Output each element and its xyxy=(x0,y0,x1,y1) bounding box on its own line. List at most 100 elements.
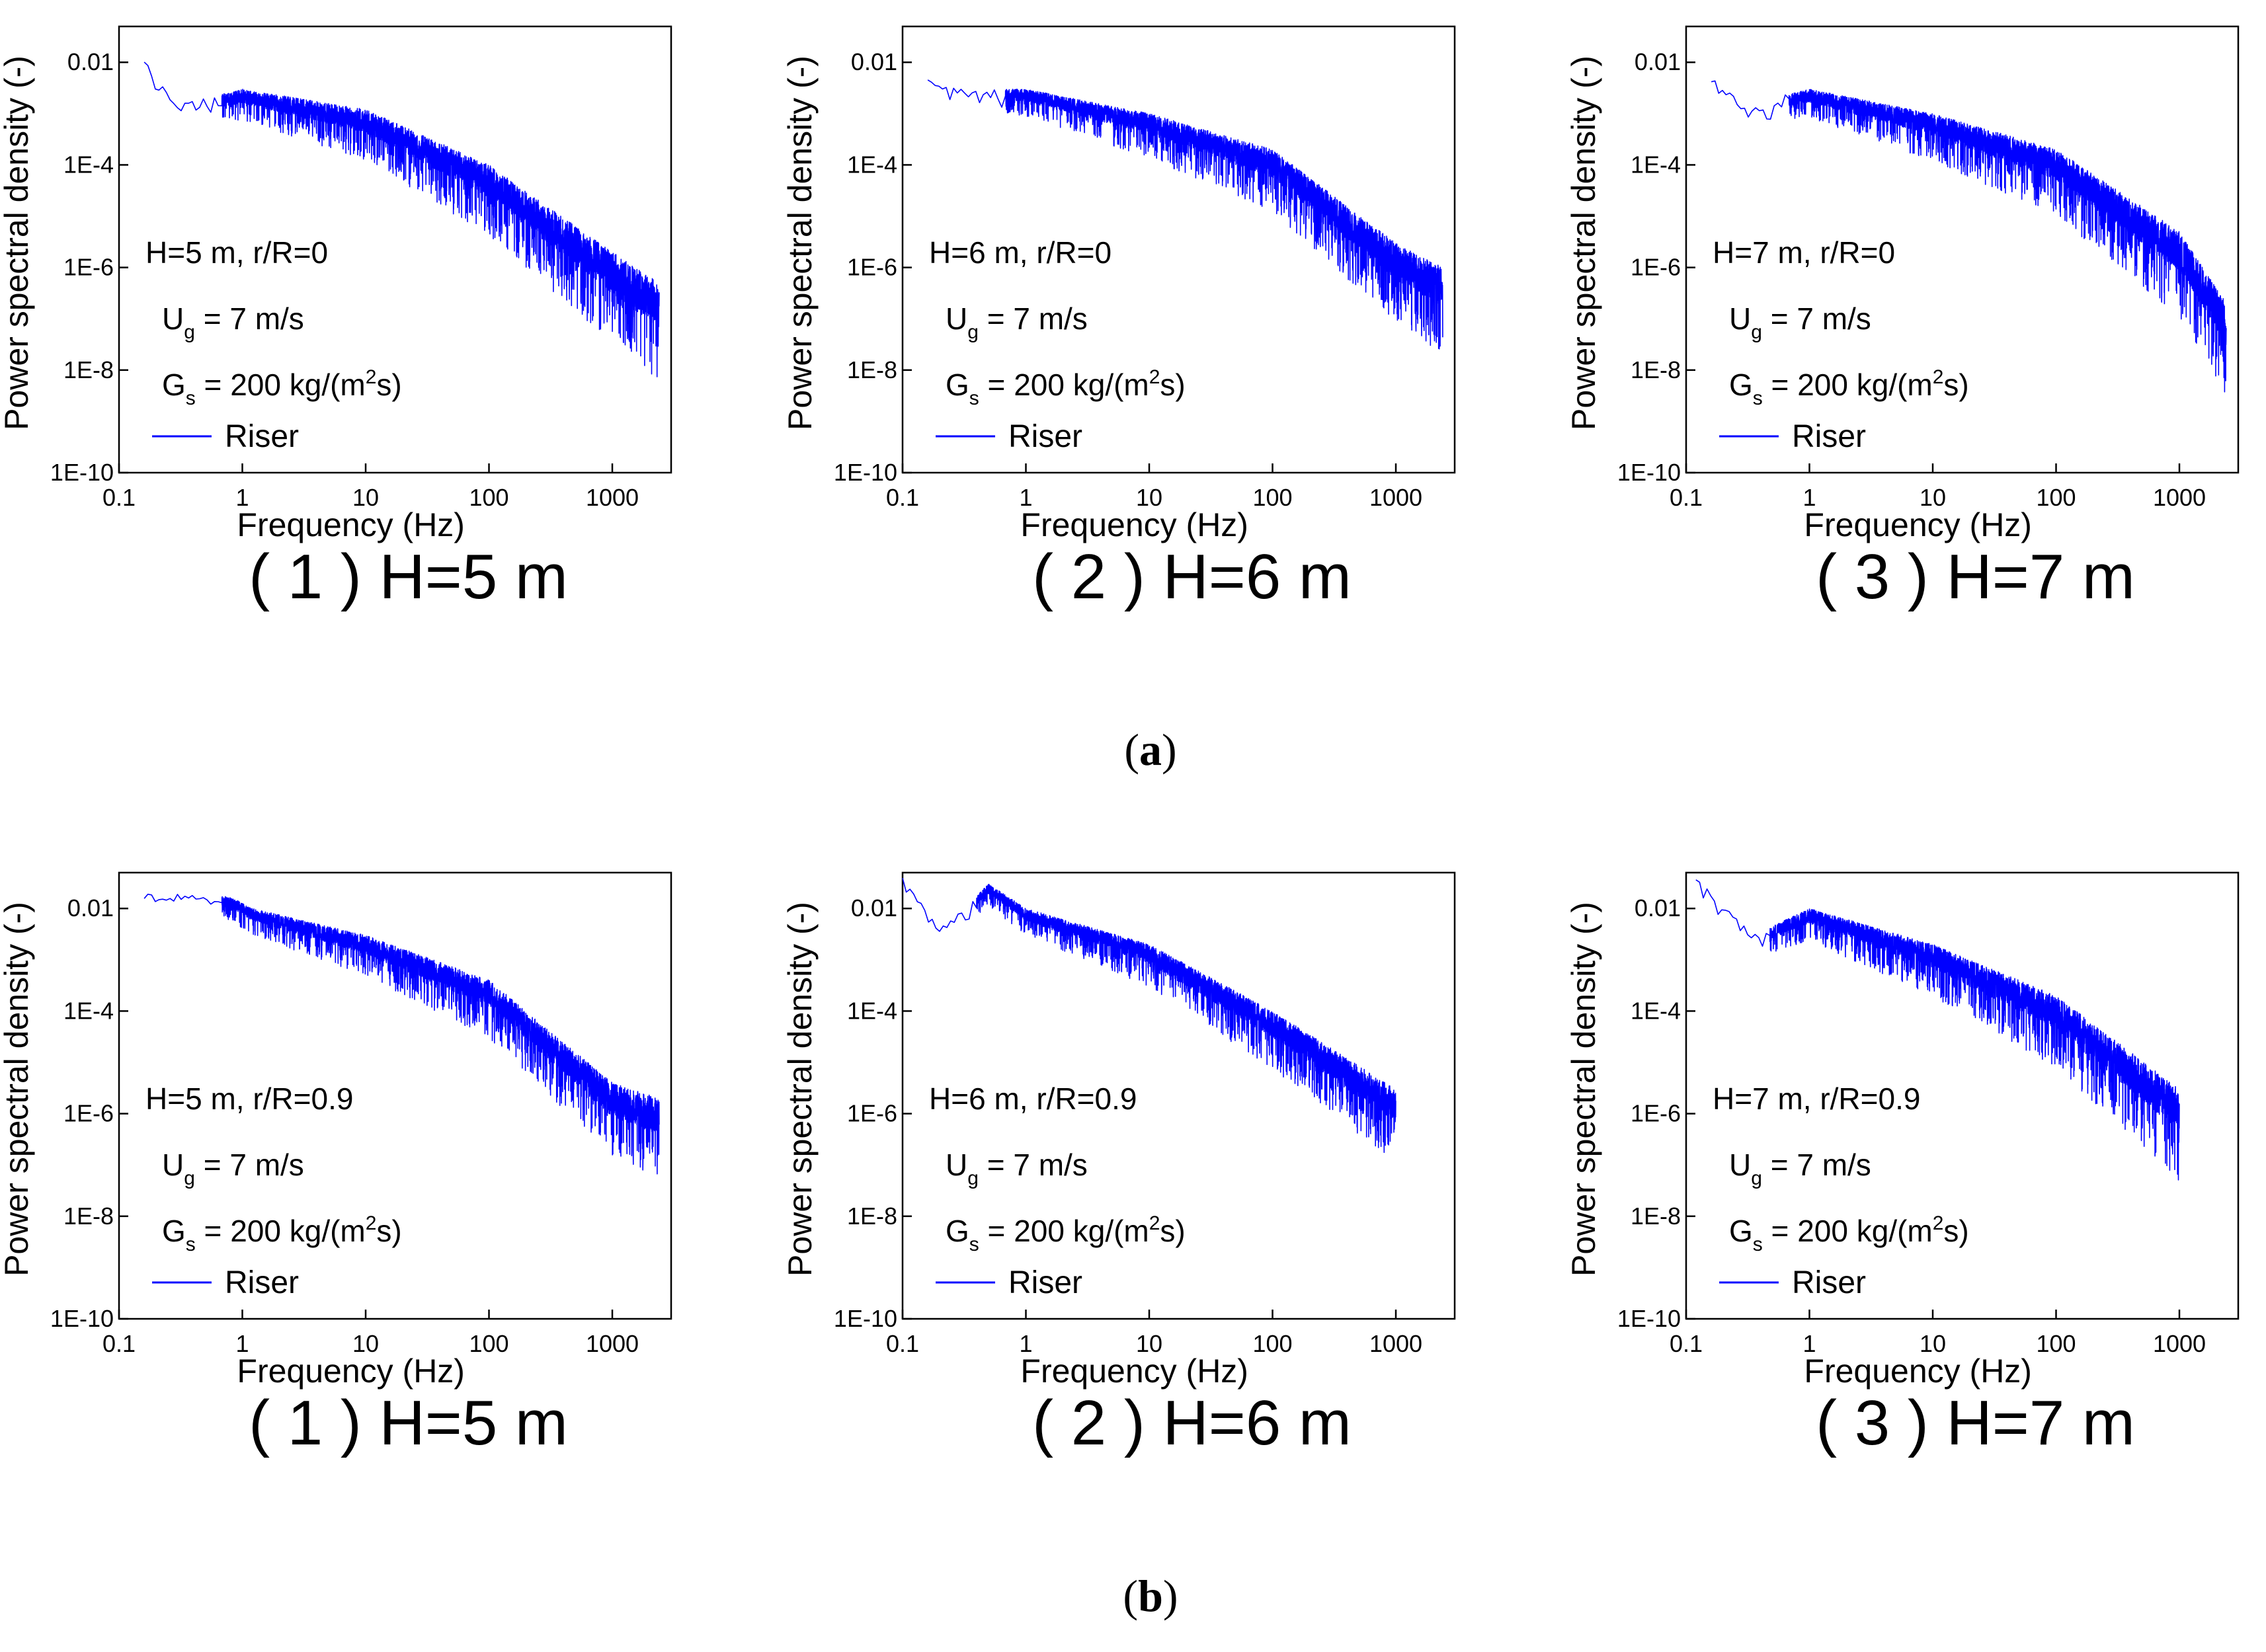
panel-caption: ( 1 ) H=5 m xyxy=(249,541,568,612)
x-tick-label: 1 xyxy=(235,484,249,511)
y-tick-label: 1E-10 xyxy=(834,1305,897,1332)
legend-label-riser: Riser xyxy=(1008,419,1082,454)
symbol-u: U xyxy=(162,1148,184,1182)
chart-a-2: 0.1 1 10 100 1000 1E-10 1E-8 1E-6 1E-4 0.01 Freque… xyxy=(782,25,1456,612)
solids-flux-unit-end: s) xyxy=(1943,368,1968,402)
y-tick-label: 1E-10 xyxy=(50,459,114,486)
y-tick-label: 1E-8 xyxy=(847,356,897,383)
symbol-u: U xyxy=(1729,301,1751,336)
panel-caption: ( 3 ) H=7 m xyxy=(1816,541,2135,612)
symbol-g: G xyxy=(162,368,186,402)
symbol-g: G xyxy=(946,1214,969,1248)
x-tick-label: 100 xyxy=(2036,484,2076,511)
subscript-g: g xyxy=(967,321,979,343)
y-tick-label: 1E-6 xyxy=(63,254,114,281)
symbol-g: G xyxy=(946,368,969,402)
y-tick-label: 0.01 xyxy=(67,894,114,922)
x-tick-label: 100 xyxy=(2036,1330,2076,1357)
subscript-s: s xyxy=(1753,1234,1763,1255)
solids-flux-value: = 200 kg/(m xyxy=(979,368,1149,402)
annotation-condition: H=5 m, r/R=0.9 xyxy=(145,1082,353,1116)
y-tick-label: 1E-10 xyxy=(50,1305,114,1332)
y-tick-label: 1E-8 xyxy=(847,1202,897,1230)
x-tick-label: 100 xyxy=(469,1330,508,1357)
superscript-2: 2 xyxy=(366,366,377,388)
y-tick-label: 1E-4 xyxy=(847,997,897,1024)
x-tick-label: 1000 xyxy=(2153,484,2206,511)
series-line-riser xyxy=(927,79,1443,350)
solids-flux-unit-end: s) xyxy=(376,368,401,402)
y-tick-label: 1E-8 xyxy=(63,1202,114,1230)
subscript-g: g xyxy=(1751,321,1762,343)
legend-label-riser: Riser xyxy=(225,419,299,454)
legend-label-riser: Riser xyxy=(1792,419,1866,454)
x-tick-label: 100 xyxy=(469,484,508,511)
chart-a-1: 0.1 1 10 100 1000 1E-10 1E-8 1E-6 1E-4 0.01 Freque… xyxy=(0,25,672,612)
subscript-s: s xyxy=(969,387,979,409)
subscript-s: s xyxy=(186,1234,196,1255)
annotation-condition: H=7 m, r/R=0.9 xyxy=(1713,1082,1920,1116)
subscript-g: g xyxy=(1751,1167,1762,1189)
solids-flux-unit-end: s) xyxy=(1160,1214,1185,1248)
subscript-g: g xyxy=(184,1167,195,1189)
subscript-s: s xyxy=(969,1234,979,1255)
annotation-condition: H=6 m, r/R=0.9 xyxy=(929,1082,1137,1116)
symbol-g: G xyxy=(162,1214,186,1248)
series-line-riser xyxy=(902,877,1396,1154)
x-tick-label: 0.1 xyxy=(102,484,136,511)
y-tick-label: 1E-6 xyxy=(63,1100,114,1127)
subscript-g: g xyxy=(184,321,195,343)
x-axis-label: Frequency (Hz) xyxy=(1804,1353,2032,1390)
solids-flux-value: = 200 kg/(m xyxy=(1763,1214,1933,1248)
panel-caption: ( 1 ) H=5 m xyxy=(249,1388,568,1458)
annotation-condition: H=7 m, r/R=0 xyxy=(1713,235,1895,270)
y-tick-label: 0.01 xyxy=(851,894,897,922)
x-tick-label: 1000 xyxy=(586,484,639,511)
symbol-u: U xyxy=(946,301,967,336)
y-tick-label: 0.01 xyxy=(1635,48,1681,75)
solids-flux-unit-end: s) xyxy=(1160,368,1185,402)
gas-velocity-value: = 7 m/s xyxy=(979,301,1088,336)
y-tick-label: 1E-6 xyxy=(1631,254,1681,281)
row-label-b: (b) xyxy=(1123,1571,1178,1621)
y-tick-label: 1E-10 xyxy=(834,459,897,486)
x-tick-label: 10 xyxy=(352,1330,379,1357)
x-axis-label: Frequency (Hz) xyxy=(1020,506,1248,543)
annotation-gas-velocity: Ug = 7 m/s xyxy=(1729,301,1871,343)
x-tick-label: 1 xyxy=(1019,484,1032,511)
subscript-g: g xyxy=(967,1167,979,1189)
annotation-solids-flux: Gs = 200 kg/(m2s) xyxy=(1729,366,1969,409)
legend-label-riser: Riser xyxy=(1008,1265,1082,1300)
annotation-condition: H=5 m, r/R=0 xyxy=(145,235,328,270)
solids-flux-value: = 200 kg/(m xyxy=(979,1214,1149,1248)
y-tick-label: 1E-6 xyxy=(847,1100,897,1127)
legend-label-riser: Riser xyxy=(225,1265,299,1300)
x-tick-label: 0.1 xyxy=(1670,484,1703,511)
y-tick-label: 1E-10 xyxy=(1617,1305,1681,1332)
annotation-condition: H=6 m, r/R=0 xyxy=(929,235,1112,270)
x-tick-label: 1 xyxy=(1802,1330,1816,1357)
symbol-u: U xyxy=(1729,1148,1751,1182)
chart-b-3: 0.1 1 10 100 1000 1E-10 1E-8 1E-6 1E-4 0.01 Freque… xyxy=(1565,871,2240,1458)
x-axis-label: Frequency (Hz) xyxy=(1020,1353,1248,1390)
y-axis-label: Power spectral density (-) xyxy=(0,56,35,430)
superscript-2: 2 xyxy=(1149,366,1160,388)
x-axis-label: Frequency (Hz) xyxy=(237,1353,465,1390)
series-line-riser xyxy=(1711,80,2227,393)
x-axis-label: Frequency (Hz) xyxy=(237,506,465,543)
x-tick-label: 100 xyxy=(1252,484,1292,511)
symbol-u: U xyxy=(946,1148,967,1182)
x-tick-label: 0.1 xyxy=(886,1330,919,1357)
y-tick-label: 1E-8 xyxy=(1631,356,1681,383)
x-tick-label: 0.1 xyxy=(1670,1330,1703,1357)
y-axis-label: Power spectral density (-) xyxy=(782,56,819,430)
y-tick-label: 1E-10 xyxy=(1617,459,1681,486)
series-line-riser xyxy=(143,893,660,1175)
legend-label-riser: Riser xyxy=(1792,1265,1866,1300)
x-tick-label: 10 xyxy=(1920,484,1946,511)
annotation-gas-velocity: Ug = 7 m/s xyxy=(162,1148,304,1189)
y-axis-label: Power spectral density (-) xyxy=(782,902,819,1277)
y-tick-label: 1E-6 xyxy=(1631,1100,1681,1127)
y-tick-label: 1E-4 xyxy=(847,151,897,178)
